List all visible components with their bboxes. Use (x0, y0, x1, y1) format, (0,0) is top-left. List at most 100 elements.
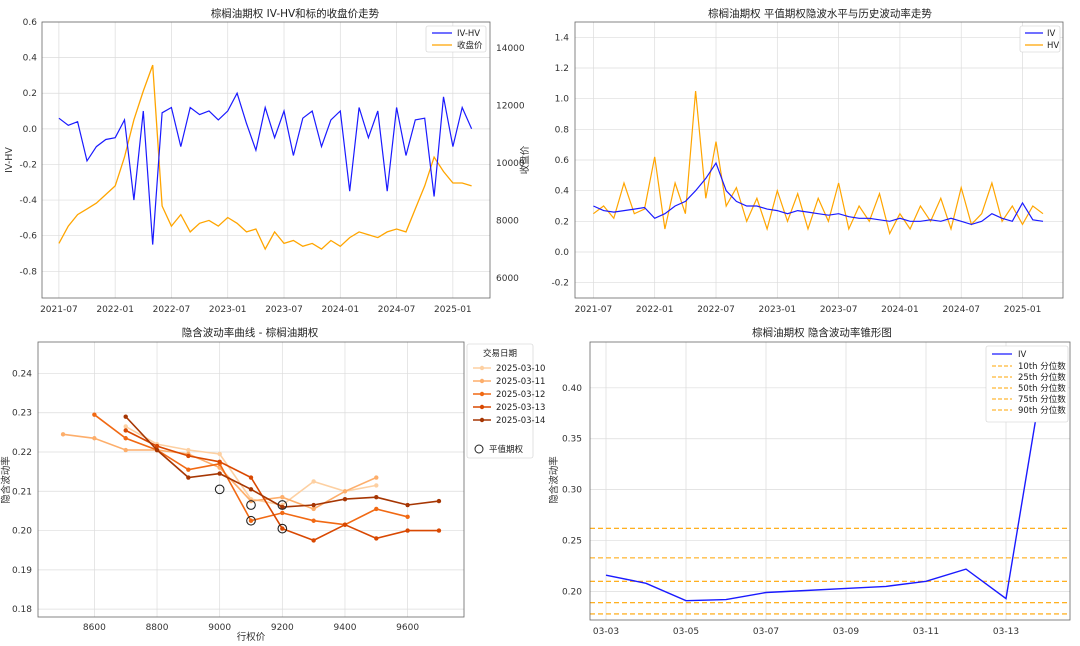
chart1-ytick: -0.2 (19, 160, 37, 170)
chart1-xtick: 2024-01 (321, 305, 359, 315)
chart2-xtick: 2024-07 (942, 305, 980, 315)
chart4-legend-box (985, 345, 1069, 423)
chart-ivhv-close: 棕榈油期权 IV-HV和标的收盘价走势 2021-07 2022-01 2022-0… (4, 7, 531, 315)
smile-point (405, 502, 410, 508)
chart3-legend-entry: 2025-03-11 (496, 377, 545, 387)
smile-point (374, 506, 379, 512)
chart1-close-series (58, 64, 472, 251)
chart3-y-ticks: 0.18 0.19 0.20 0.21 0.22 0.23 0.24 (12, 369, 32, 615)
chart1-frame (41, 21, 491, 299)
chart2-xtick: 2023-07 (820, 305, 858, 315)
chart4-xtick: 03-09 (833, 627, 859, 637)
smile-point (405, 528, 410, 533)
smile-point (311, 502, 316, 508)
chart4-ytick: 0.25 (562, 537, 582, 547)
hv-line (593, 90, 1044, 236)
chart2-xtick: 2023-01 (759, 305, 797, 315)
chart2-xtick: 2022-07 (697, 305, 735, 315)
chart4-series (590, 357, 1070, 615)
chart1-xtick: 2024-07 (378, 305, 416, 315)
chart2-grid (575, 22, 1063, 298)
chart4-ylabel: 隐含波动率 (548, 456, 560, 504)
chart1-x-ticks: 2021-07 2022-01 2022-07 2023-01 2023-07 2024-… (40, 305, 472, 315)
atm-marker (214, 484, 225, 495)
chart3-legend-entry: 2025-03-10 (496, 364, 545, 374)
chart3-ytick: 0.20 (12, 527, 32, 537)
atm-marker (277, 500, 288, 510)
chart2-ytick: 0.4 (555, 187, 570, 197)
chart1-grid (42, 21, 490, 298)
smile-point (248, 475, 254, 480)
chart3-ytick: 0.22 (12, 448, 32, 458)
chart-iv-smile: 隐含波动率曲线 - 棕榈油期权 8600 8800 9000 9200 9400 9600… (0, 326, 545, 643)
chart1-ytick-right: 6000 (496, 274, 519, 284)
chart1-ytick: 0.4 (23, 54, 38, 64)
chart1-ivhv-series (58, 91, 473, 245)
chart2-xtick: 2022-01 (636, 305, 674, 315)
smile-point (186, 467, 191, 472)
chart3-legend-title: 交易日期 (483, 348, 517, 359)
chart1-ylabel-right: 收盘价 (519, 145, 531, 174)
smile-point (436, 528, 442, 533)
chart3-ytick: 0.18 (12, 605, 32, 615)
chart1-xtick: 2023-01 (209, 305, 247, 315)
atm-marker (246, 515, 256, 526)
chart3-legend-entry: 2025-03-14 (496, 416, 545, 426)
smile-point (311, 506, 316, 512)
chart3-xtick: 8800 (146, 623, 169, 633)
smile-point (342, 489, 348, 494)
chart2-xtick: 2024-01 (881, 305, 919, 315)
chart2-title: 棕榈油期权 平值期权隐波水平与历史波动率走势 (708, 7, 932, 20)
smile-point (92, 412, 97, 417)
smile-point (217, 451, 222, 457)
smile-point (186, 453, 191, 459)
chart2-ytick: 1.2 (555, 64, 569, 74)
chart4-xtick: 03-03 (593, 627, 619, 637)
iv-line (593, 161, 1044, 226)
close-price-line (58, 64, 472, 251)
chart2-y-ticks: -0.2 0.0 0.2 0.4 0.6 0.8 1.0 1.2 1.4 (551, 33, 569, 288)
smile-point (154, 447, 160, 453)
smile-point (217, 459, 222, 465)
chart4-legend-entry: 90th 分位数 (1018, 405, 1066, 416)
chart2-xtick: 2025-01 (1004, 305, 1042, 315)
chart1-ytick: -0.6 (19, 232, 37, 242)
chart1-ytick: -0.8 (19, 267, 37, 277)
smile-point (280, 510, 285, 516)
smile-point (123, 428, 128, 433)
chart1-title: 棕榈油期权 IV-HV和标的收盘价走势 (211, 7, 380, 20)
atm-marker (277, 523, 288, 534)
iv-cone-line (605, 357, 1047, 602)
chart2-ytick: 0.0 (555, 248, 570, 258)
chart3-legend: 交易日期 2025-03-102025-03-112025-03-122025-… (466, 343, 545, 459)
chart3-legend-entries: 2025-03-10 2025-03-11 2025-03-12 2025-03-13… (473, 364, 545, 426)
chart1-xtick: 2021-07 (40, 305, 78, 315)
smile-point (280, 494, 285, 500)
chart4-x-ticks: 03-03 03-05 03-07 03-09 03-11 03-13 (593, 627, 1019, 637)
chart1-ytick-right: 14000 (496, 44, 525, 54)
chart3-x-ticks: 8600 8800 9000 9200 9400 9600 (83, 623, 419, 633)
chart3-ytick: 0.19 (12, 566, 32, 576)
smile-point (248, 518, 254, 523)
smile-point (374, 475, 379, 480)
chart2-ytick: -0.2 (551, 279, 569, 289)
chart1-legend-close: 收盘价 (457, 40, 483, 51)
smile-point (311, 518, 316, 523)
smile-point (280, 526, 285, 531)
chart4-xtick: 03-11 (913, 627, 939, 637)
chart1-y-ticks: -0.8 -0.6 -0.4 -0.2 0.0 0.2 0.4 0.6 (19, 18, 37, 277)
smile-point (154, 443, 160, 449)
chart3-series (60, 412, 442, 543)
chart3-xlabel: 行权价 (237, 631, 266, 643)
chart1-ytick-right: 10000 (496, 159, 525, 169)
chart4-legend-entry: 25th 分位数 (1018, 372, 1066, 383)
chart4-ytick: 0.40 (562, 384, 582, 394)
chart3-title: 隐含波动率曲线 - 棕榈油期权 (182, 326, 319, 339)
chart3-frame (37, 341, 465, 618)
smile-point (123, 424, 128, 429)
smile-point (311, 479, 316, 484)
chart3-xtick: 9000 (208, 623, 231, 633)
chart4-legend-entry: 10th 分位数 (1018, 361, 1066, 372)
